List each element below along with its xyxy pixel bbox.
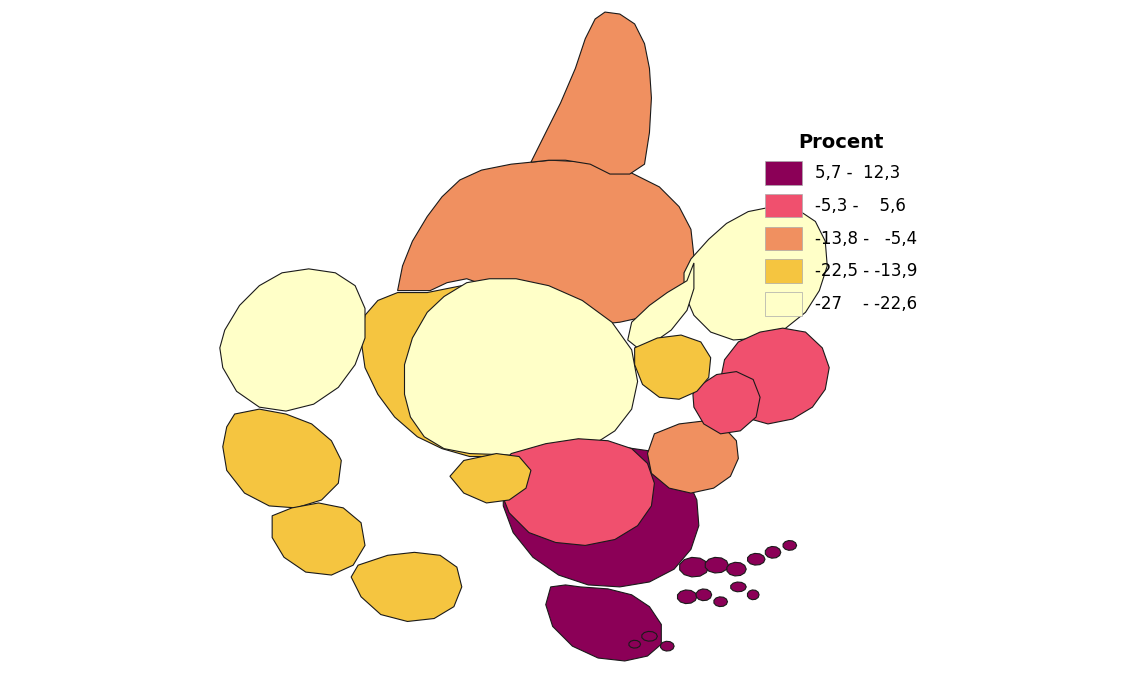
Polygon shape: [634, 335, 710, 399]
Polygon shape: [361, 286, 593, 456]
Polygon shape: [628, 263, 694, 348]
Polygon shape: [731, 582, 746, 592]
Polygon shape: [661, 641, 674, 651]
Polygon shape: [727, 563, 746, 576]
Polygon shape: [499, 439, 655, 546]
Polygon shape: [783, 540, 796, 550]
Polygon shape: [503, 447, 699, 587]
Polygon shape: [706, 557, 728, 573]
Polygon shape: [546, 585, 662, 661]
Polygon shape: [680, 557, 709, 577]
Polygon shape: [351, 552, 461, 621]
Polygon shape: [273, 503, 365, 575]
Polygon shape: [677, 590, 697, 604]
Polygon shape: [450, 454, 530, 503]
Polygon shape: [647, 421, 739, 493]
Polygon shape: [405, 279, 638, 456]
Polygon shape: [693, 372, 760, 434]
Polygon shape: [697, 589, 711, 600]
Polygon shape: [748, 590, 759, 600]
Polygon shape: [720, 328, 829, 424]
Polygon shape: [766, 546, 780, 559]
Polygon shape: [684, 206, 827, 340]
Polygon shape: [219, 269, 365, 411]
Polygon shape: [714, 597, 727, 607]
Polygon shape: [530, 12, 651, 174]
Polygon shape: [642, 632, 657, 641]
Polygon shape: [629, 640, 640, 648]
Polygon shape: [223, 409, 342, 508]
Legend: 5,7 -  12,3, -5,3 -    5,6, -13,8 -   -5,4, -22,5 - -13,9, -27    - -22,6: 5,7 - 12,3, -5,3 - 5,6, -13,8 - -5,4, -2…: [766, 133, 917, 315]
Polygon shape: [748, 553, 765, 565]
Polygon shape: [398, 160, 694, 325]
